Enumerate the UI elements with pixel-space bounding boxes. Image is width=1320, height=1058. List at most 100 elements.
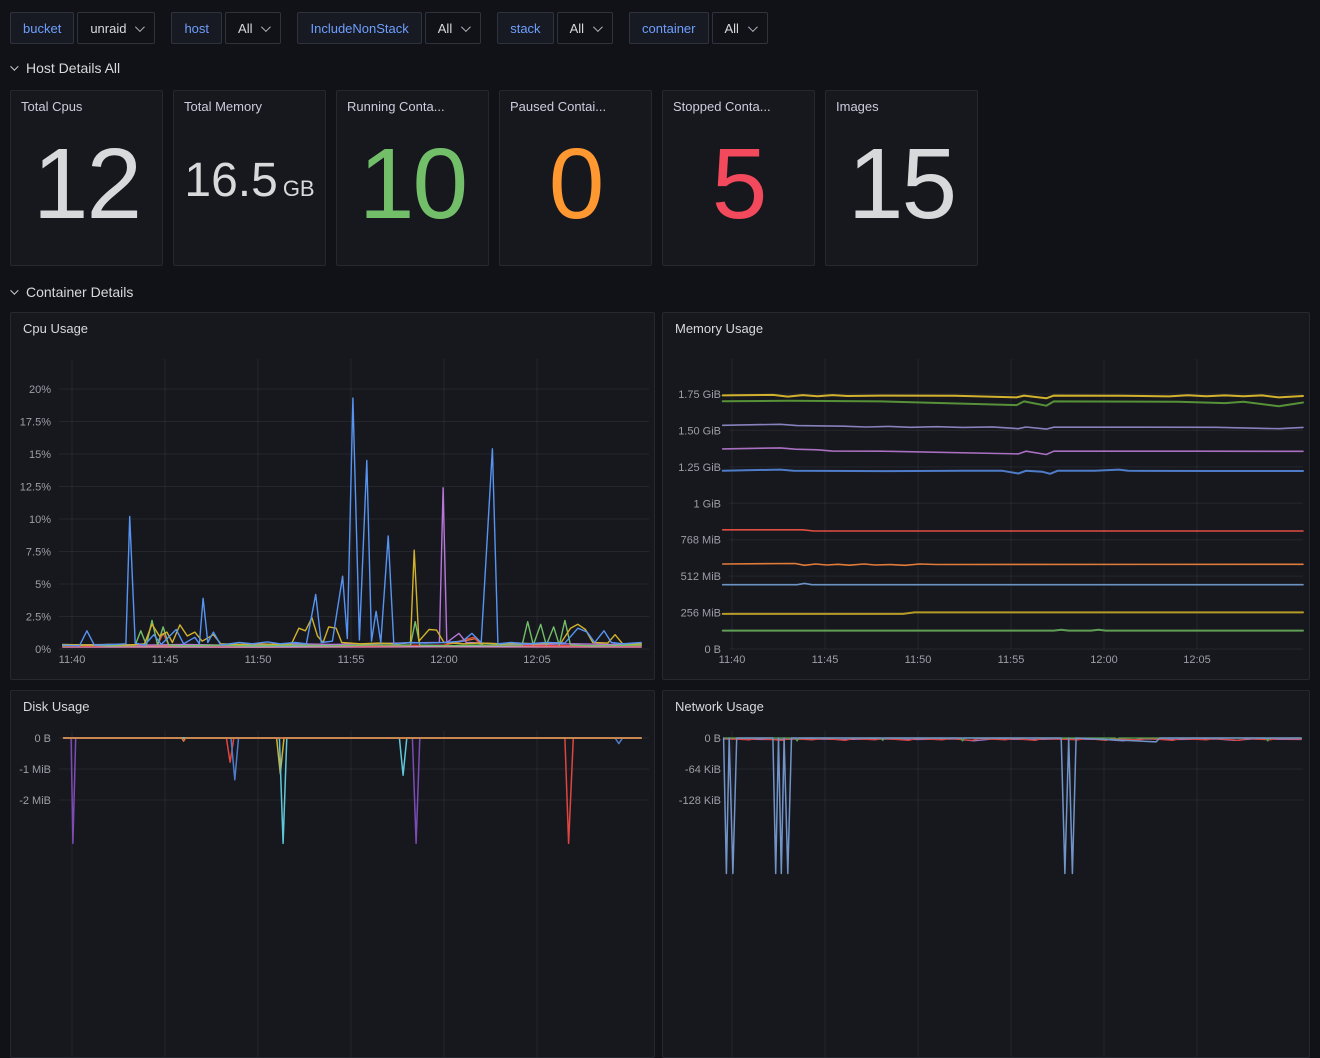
panel-title-disk[interactable]: Disk Usage (23, 699, 89, 714)
series-purple (63, 488, 642, 645)
x-axis-tick-label: 12:00 (430, 654, 458, 666)
panel-network-usage: Network Usage11:4011:4511:5011:5512:0012… (662, 690, 1310, 1058)
series-net-blue (724, 738, 1302, 874)
series-mem-purple (723, 448, 1303, 455)
y-axis-tick-label: 0 B (704, 733, 721, 745)
variable-label-IncludeNonStack: IncludeNonStack (297, 12, 421, 44)
variable-value-host[interactable]: All (225, 12, 281, 44)
variable-label-container: container (629, 12, 708, 44)
x-axis-tick-label: 11:50 (905, 654, 932, 666)
series-disk-blue (64, 738, 642, 780)
stat-number: 15 (848, 128, 955, 240)
y-axis-tick-label: 5% (35, 579, 51, 591)
x-axis-tick-label: 12:00 (1090, 654, 1118, 666)
series-mem-blue (723, 470, 1303, 474)
stat-panel-0: Total Cpus 12 (10, 90, 163, 266)
variable-label-host: host (171, 12, 222, 44)
stat-number: 12 (33, 128, 140, 240)
stat-value: 15 (826, 134, 977, 234)
variable-value-IncludeNonStack[interactable]: All (425, 12, 481, 44)
stat-panel-2: Running Conta... 10 (336, 90, 489, 266)
series-disk-purple (64, 738, 642, 843)
stat-panel-5: Images 15 (825, 90, 978, 266)
y-axis-tick-label: 0% (35, 644, 51, 656)
stat-panel-title[interactable]: Total Memory (184, 99, 262, 114)
y-axis-tick-label: 768 MiB (681, 535, 721, 547)
stat-panel-title[interactable]: Stopped Conta... (673, 99, 771, 114)
series-mem-red (723, 530, 1303, 531)
chevron-down-icon (135, 22, 145, 32)
row-container-details[interactable]: Container Details (10, 284, 133, 300)
y-axis-tick-label: 1.50 GiB (678, 425, 721, 437)
y-axis-tick-label: 256 MiB (681, 608, 721, 620)
variable-value-bucket[interactable]: unraid (77, 12, 155, 44)
x-axis-tick-label: 11:55 (338, 654, 365, 666)
stat-value: 5 (663, 134, 814, 234)
variable-value-stack[interactable]: All (557, 12, 613, 44)
series-mem-orange (723, 564, 1303, 566)
chevron-down-icon (261, 22, 271, 32)
series-mem-green (723, 401, 1303, 406)
row-title-host: Host Details All (26, 60, 120, 76)
stat-panel-3: Paused Contai...0 (499, 90, 652, 266)
variable-IncludeNonStack: IncludeNonStack All (297, 12, 481, 44)
y-axis-tick-label: -128 KiB (679, 795, 721, 807)
series-mem-green2 (723, 630, 1303, 631)
panel-disk-usage: Disk Usage11:4011:4511:5011:5512:0012:05… (10, 690, 655, 1058)
series-disk-cyan (64, 738, 642, 843)
panel-title-memory[interactable]: Memory Usage (675, 321, 763, 336)
y-axis-tick-label: 0 B (34, 733, 51, 745)
stat-panel-title[interactable]: Images (836, 99, 879, 114)
x-axis-tick-label: 11:45 (152, 654, 179, 666)
y-axis-tick-label: 2.5% (26, 612, 51, 624)
x-axis-tick-label: 12:05 (523, 654, 551, 666)
variable-host: host All (171, 12, 281, 44)
y-axis-tick-label: 0 B (704, 644, 721, 656)
x-axis-tick-label: 11:40 (719, 654, 746, 666)
stat-value: 10 (337, 134, 488, 234)
series-disk-orange (64, 738, 642, 741)
chevron-down-icon (593, 22, 603, 32)
variable-selected-value: All (570, 21, 584, 36)
variable-selected-value: All (238, 21, 252, 36)
stat-panel-title[interactable]: Paused Contai... (510, 99, 606, 114)
series-green (63, 620, 642, 645)
x-axis-tick-label: 11:55 (998, 654, 1025, 666)
variable-label-bucket: bucket (10, 12, 74, 44)
y-axis-tick-label: -2 MiB (19, 795, 51, 807)
series-disk-red (64, 738, 642, 843)
stat-panel-title[interactable]: Running Conta... (347, 99, 445, 114)
chevron-down-icon (10, 286, 18, 294)
stat-panel-title[interactable]: Total Cpus (21, 99, 82, 114)
y-axis-tick-label: 1.75 GiB (678, 389, 721, 401)
chevron-down-icon (10, 62, 18, 70)
stat-number: 10 (359, 128, 466, 240)
series-blue (63, 398, 642, 646)
y-axis-tick-label: -64 KiB (685, 764, 721, 776)
variable-selected-value: All (438, 21, 452, 36)
stat-value: 12 (11, 134, 162, 234)
series-mem-lightblue (723, 583, 1303, 584)
panel-title-network[interactable]: Network Usage (675, 699, 764, 714)
row-host-details[interactable]: Host Details All (10, 60, 120, 76)
x-axis-tick-label: 11:45 (812, 654, 839, 666)
y-axis-tick-label: 17.5% (20, 417, 51, 429)
y-axis-tick-label: -1 MiB (19, 764, 51, 776)
panel-title-cpu[interactable]: Cpu Usage (23, 321, 88, 336)
variable-value-container[interactable]: All (712, 12, 768, 44)
y-axis-tick-label: 12.5% (20, 482, 51, 494)
row-title-container: Container Details (26, 284, 133, 300)
series-disk-yellow (64, 738, 642, 774)
x-axis-tick-label: 11:40 (59, 654, 86, 666)
y-axis-tick-label: 10% (29, 514, 51, 526)
